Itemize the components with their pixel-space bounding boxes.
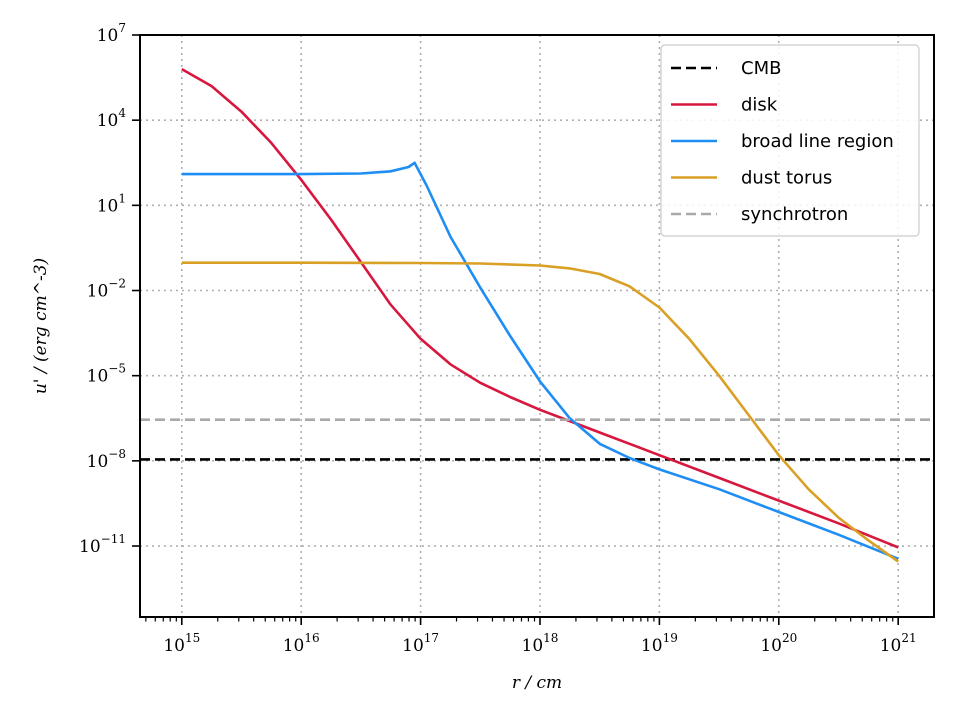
series-line-dust-torus	[181, 261, 899, 563]
y-tick-label: 10−2	[87, 277, 126, 302]
y-tick-label: 10−5	[87, 362, 126, 387]
x-tick-label: 1016	[283, 631, 320, 656]
x-tick-label: 1017	[402, 631, 439, 656]
x-axis-label: r / cm	[512, 673, 562, 693]
x-tick-label: 1021	[880, 631, 917, 656]
series-line-disk	[181, 67, 899, 549]
series-line-broad-line-region	[181, 161, 899, 561]
legend-box	[660, 44, 920, 237]
y-axis-label: u' / (erg cm^-3)	[31, 258, 51, 394]
plot-frame	[139, 34, 935, 618]
legend-label: dust torus	[741, 168, 832, 189]
legend: CMB disk broad line region dust torus synchr…	[660, 44, 920, 237]
legend-label: CMB	[741, 58, 781, 79]
x-tick-label: 1019	[641, 631, 678, 656]
y-tick-label: 101	[97, 191, 126, 216]
x-tick-label: 1018	[522, 631, 559, 656]
y-tick-label: 10−11	[79, 532, 126, 557]
x-tick-label: 1020	[760, 631, 797, 656]
plot-series	[140, 67, 934, 563]
legend-label: broad line region	[741, 131, 894, 152]
legend-label: synchrotron	[741, 204, 848, 225]
x-tick-label: 1015	[163, 631, 200, 656]
axis-ticks: 1015 1016 1017 1018 1019 1020 1021 107 104 101 10−…	[79, 21, 917, 656]
y-tick-label: 107	[97, 21, 126, 46]
y-tick-label: 104	[97, 106, 127, 131]
y-tick-label: 10−8	[87, 447, 126, 472]
legend-label: disk	[741, 95, 778, 116]
